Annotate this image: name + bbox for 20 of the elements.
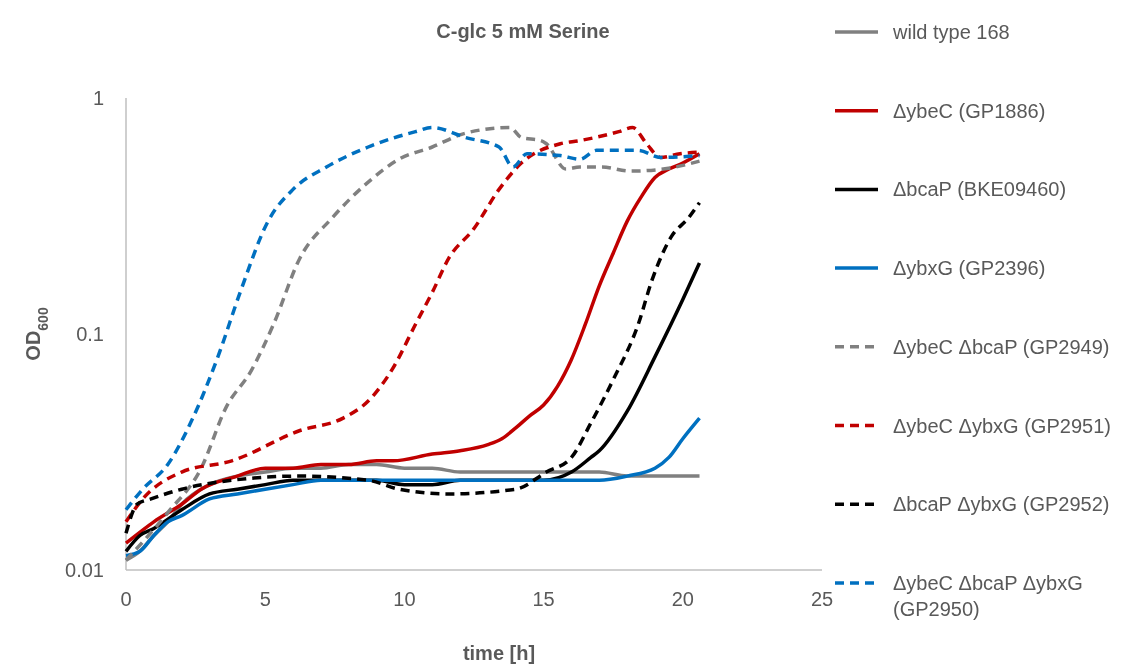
legend-label: ΔybeC ΔybxG (GP2951) [893, 414, 1111, 437]
legend-label: ΔybeC ΔbcaP (GP2949) [893, 335, 1110, 358]
legend-label: wild type 168 [892, 21, 1010, 43]
x-tick-label: 10 [393, 588, 416, 610]
legend-label: ΔbcaP ΔybxG (GP2952) [893, 493, 1110, 516]
y-tick-label: 0.1 [76, 323, 104, 345]
x-tick-label: 15 [532, 588, 555, 610]
x-tick-label: 25 [810, 588, 834, 610]
x-tick-label: 20 [671, 588, 694, 610]
legend-label: ΔybeC ΔbcaP ΔybxG (GP2950) [893, 571, 1083, 620]
x-axis-title: time [h] [462, 642, 536, 664]
legend-label: ΔbcaP (BKE09460) [893, 178, 1067, 201]
chart-title: C-glc 5 mM Serine [436, 20, 610, 42]
y-tick-label: 0.01 [65, 559, 104, 581]
x-tick-label: 0 [120, 588, 132, 610]
y-tick-label: 1 [92, 87, 104, 109]
x-tick-label: 5 [259, 588, 271, 610]
legend-label: ΔybeC (GP1886) [893, 99, 1046, 122]
legend-label: ΔybxG (GP2396) [893, 257, 1046, 280]
line-series [124, 416, 702, 558]
